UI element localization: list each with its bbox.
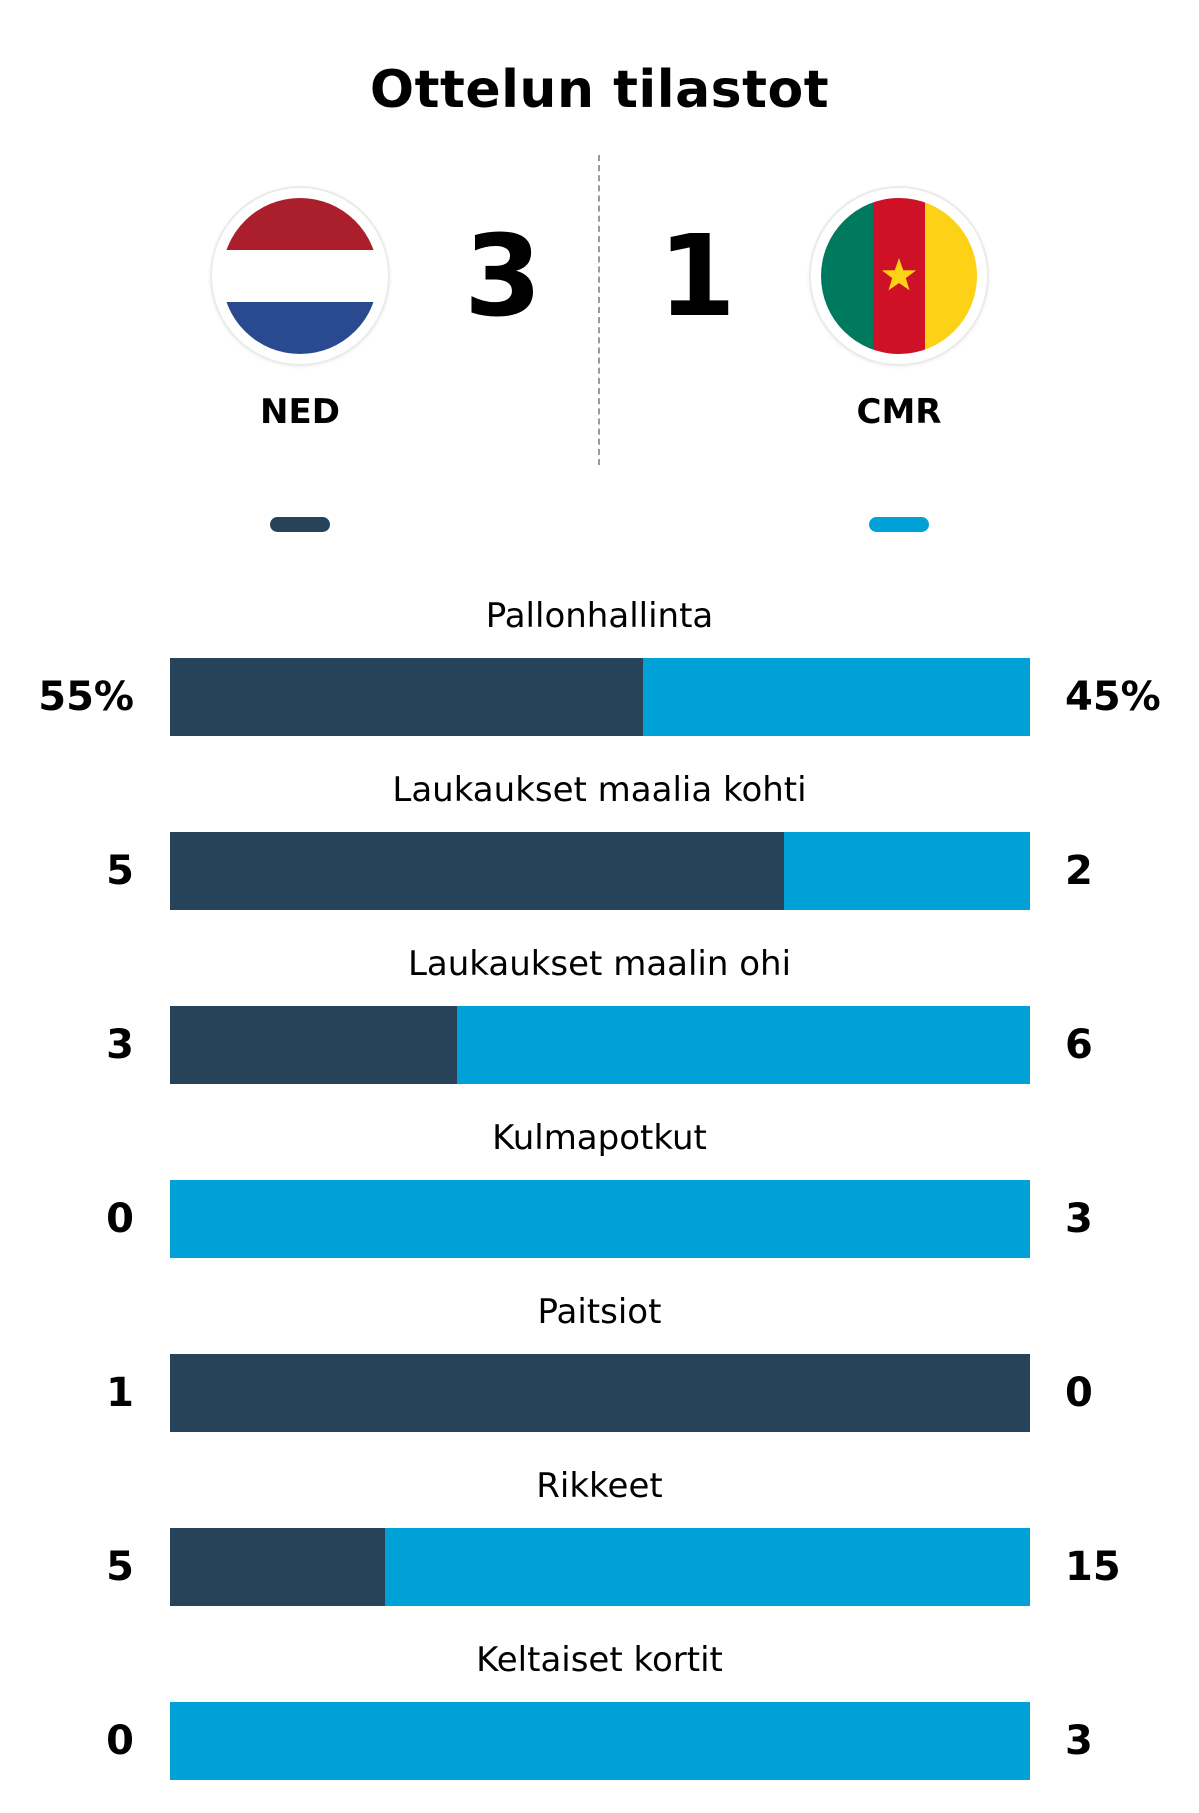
stat-bar-home-segment [170,1354,1030,1432]
stat-bar-away-segment [643,658,1030,736]
stat-comparison-bar [170,1006,1030,1084]
stat-home-value: 0 [106,1718,134,1764]
stat-bar-away-segment [456,1006,1030,1084]
stat-away-value: 6 [1065,1022,1093,1068]
stat-comparison-bar [170,1702,1030,1780]
stat-comparison-bar [170,1528,1030,1606]
page-title: Ottelun tilastot [369,60,830,120]
stat-row: Pallonhallinta 55% 45% [0,595,1199,769]
stat-row: Laukaukset maalia kohti 5 2 [0,769,1199,943]
stat-label: Rikkeet [536,1466,663,1506]
stat-bar-home-segment [170,1528,385,1606]
stat-label: Kulmapotkut [492,1118,707,1158]
stat-home-value: 5 [106,1544,134,1590]
stat-bar-home-segment [170,832,785,910]
stat-away-value: 15 [1065,1544,1121,1590]
stat-label: Laukaukset maalia kohti [392,770,807,810]
stat-comparison-bar [170,1354,1030,1432]
stat-bar-away-segment [170,1180,1030,1258]
stat-label: Laukaukset maalin ohi [407,944,792,984]
stat-away-value: 0 [1065,1370,1093,1416]
stat-row: Rikkeet 5 15 [0,1465,1199,1639]
stat-home-value: 3 [106,1022,134,1068]
stat-row: Keltaiset kortit 0 3 [0,1639,1199,1813]
stat-home-value: 1 [106,1370,134,1416]
home-team-flag [212,188,388,364]
stat-row: Kulmapotkut 0 3 [0,1117,1199,1291]
away-legend-swatch [869,517,929,532]
stat-away-value: 3 [1065,1718,1093,1764]
stat-away-value: 2 [1065,848,1093,894]
home-legend-swatch [270,517,330,532]
stat-row: Paitsiot 1 0 [0,1291,1199,1465]
stat-bar-home-segment [170,1006,457,1084]
away-team-code: CMR [856,392,942,432]
stat-label: Paitsiot [537,1292,662,1332]
stat-bar-away-segment [784,832,1030,910]
stat-home-value: 55% [38,674,134,720]
stat-bar-away-segment [385,1528,1030,1606]
stat-away-value: 3 [1065,1196,1093,1242]
stat-label: Pallonhallinta [485,596,714,636]
stat-label: Keltaiset kortit [476,1640,723,1680]
home-team-code: NED [260,392,340,432]
stat-home-value: 0 [106,1196,134,1242]
home-score: 3 [464,212,542,342]
stat-bar-away-segment [170,1702,1030,1780]
cameroon-flag-icon [821,198,977,354]
away-team-flag [811,188,987,364]
stat-row: Laukaukset maalin ohi 3 6 [0,943,1199,1117]
stat-home-value: 5 [106,848,134,894]
stat-comparison-bar [170,658,1030,736]
stat-bar-home-segment [170,658,643,736]
score-divider [598,155,600,465]
netherlands-flag-icon [222,198,378,354]
stat-comparison-bar [170,832,1030,910]
away-score: 1 [658,212,736,342]
stat-away-value: 45% [1065,674,1161,720]
stat-comparison-bar [170,1180,1030,1258]
